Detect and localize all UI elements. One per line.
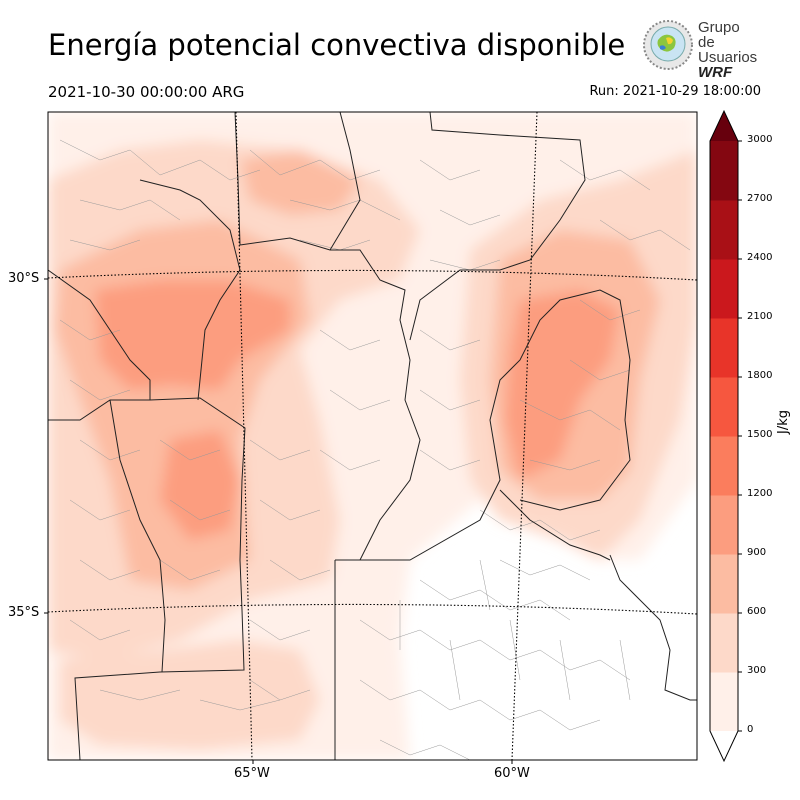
colorbar-segment (710, 200, 738, 260)
colorbar-tick-label: 2400 (747, 252, 773, 263)
parallel-30s (48, 269, 697, 281)
colorbar-over-triangle (710, 111, 738, 141)
colorbar-tick-label: 300 (747, 665, 767, 676)
colorbar (709, 109, 742, 763)
lon-label-65w: 65°W (234, 766, 270, 781)
axis-ticks (44, 278, 513, 764)
cape-area-level-3 (95, 280, 290, 390)
colorbar-segment (710, 554, 738, 614)
colorbar-segment (710, 377, 738, 437)
colorbar-tick-label: 1800 (747, 370, 773, 381)
graticule (48, 112, 697, 760)
colorbar-tick-label: 3000 (747, 134, 773, 145)
cape-area-level-1 (60, 640, 320, 750)
colorbar-tick-label: 2100 (747, 311, 773, 322)
logo-line-2: Usuarios (698, 49, 758, 66)
cape-area-level-3 (160, 430, 240, 540)
meridian-65w (235, 112, 253, 760)
run-time: Run: 2021-10-29 18:00:00 (589, 84, 761, 99)
colorbar-segment (710, 318, 738, 378)
logo-line-1: Grupo de (698, 19, 740, 51)
province-boundaries (48, 112, 631, 760)
lat-label-35s: 35°S (8, 605, 40, 620)
coastline (609, 554, 697, 760)
parallel-35s (48, 603, 697, 615)
colorbar-unit: J/kg (776, 410, 791, 434)
logo-line-3: WRF (698, 64, 733, 81)
department-boundaries (59, 139, 691, 760)
colorbar-segment (710, 672, 738, 732)
globe-logo-icon (643, 20, 693, 70)
lat-label-30s: 30°S (8, 271, 40, 286)
cape-fill-layer (48, 112, 697, 760)
valid-time: 2021-10-30 00:00:00 ARG (48, 83, 245, 101)
colorbar-segment (710, 495, 738, 555)
lon-label-60w: 60°W (494, 766, 530, 781)
colorbar-tick-label: 1500 (747, 429, 773, 440)
map-frame (47, 111, 698, 761)
colorbar-segment (710, 436, 738, 496)
colorbar-tick-label: 1200 (747, 488, 773, 499)
meridian-60w (511, 112, 538, 760)
cape-area-level-2 (240, 150, 360, 215)
wrf-logo: Grupo de Usuarios WRF (640, 18, 760, 80)
cape-area-level-3 (505, 290, 620, 480)
colorbar-segment (710, 141, 738, 201)
colorbar-segment (710, 259, 738, 319)
map-title: Energía potencial convectiva disponible (48, 28, 626, 62)
colorbar-segment (710, 613, 738, 673)
colorbar-tick-label: 900 (747, 547, 767, 558)
colorbar-under-triangle (710, 731, 738, 761)
colorbar-tick-label: 2700 (747, 193, 773, 204)
colorbar-tick-label: 0 (747, 724, 754, 735)
colorbar-tick-label: 600 (747, 606, 767, 617)
